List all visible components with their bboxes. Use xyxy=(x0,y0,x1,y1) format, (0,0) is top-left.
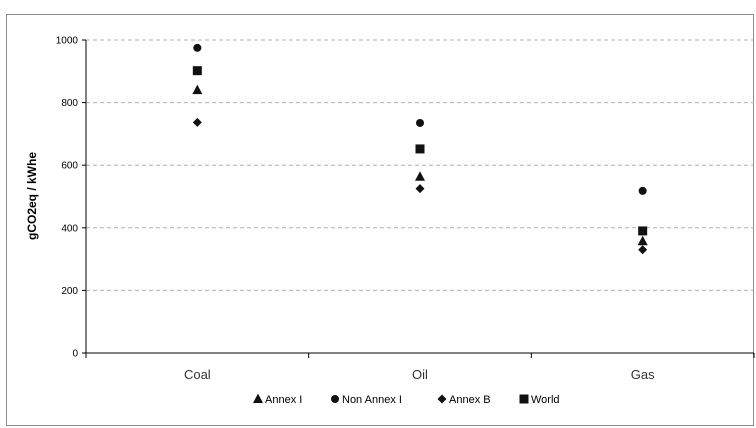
y-tick-label: 600 xyxy=(61,161,78,172)
point-world-oil xyxy=(415,144,425,154)
point-annex-i-oil xyxy=(415,171,425,181)
y-tick-label: 1000 xyxy=(56,36,79,47)
y-axis-label: gCO2eq / kWhe xyxy=(25,152,39,240)
point-world-gas xyxy=(638,226,648,236)
point-non-annex-i-gas xyxy=(638,186,647,195)
y-tick-label: 800 xyxy=(61,98,78,109)
y-tick-label: 400 xyxy=(61,223,78,234)
legend-label-non-annex-i: Non Annex I xyxy=(342,394,402,406)
legend-label-annex-i: Annex I xyxy=(265,394,302,406)
chart-frame xyxy=(6,14,754,426)
point-annex-b-oil xyxy=(415,184,425,194)
category-label-coal: Coal xyxy=(184,367,211,382)
point-non-annex-i-coal xyxy=(193,43,202,52)
point-annex-i-gas xyxy=(637,235,648,246)
y-tick-label: 0 xyxy=(72,349,78,360)
point-annex-b-gas xyxy=(638,245,648,255)
legend: Annex I Non Annex I Annex B World xyxy=(253,393,560,406)
legend-label-world: World xyxy=(531,394,560,406)
legend-marker-world xyxy=(519,394,529,404)
legend-marker-annex-b xyxy=(437,394,447,404)
point-world-coal xyxy=(192,66,202,76)
point-non-annex-i-oil xyxy=(416,118,424,127)
category-label-gas: Gas xyxy=(631,367,655,382)
legend-label-annex-b: Annex B xyxy=(449,394,491,406)
y-tick-labels: 0 200 400 600 800 1000 xyxy=(56,36,79,360)
point-annex-i-coal xyxy=(192,84,203,95)
y-tick-label: 200 xyxy=(61,286,78,297)
x-tick-labels: Coal Oil Gas xyxy=(184,367,655,382)
point-annex-b-coal xyxy=(192,117,202,127)
category-label-oil: Oil xyxy=(412,367,428,382)
grid-layer xyxy=(86,39,754,291)
legend-marker-annex-i xyxy=(253,393,263,403)
legend-marker-non-annex-i xyxy=(331,395,339,403)
data-markers xyxy=(192,43,648,255)
axis-layer xyxy=(82,39,755,358)
